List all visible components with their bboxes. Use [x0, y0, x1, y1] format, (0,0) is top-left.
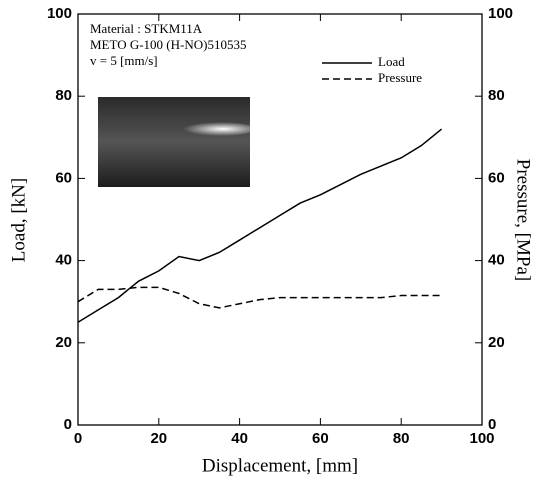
y-tick-label: 60	[55, 169, 72, 186]
y-tick-label: 0	[64, 416, 72, 433]
series-line	[77, 286, 442, 309]
plot-frame	[77, 13, 483, 426]
y-tick-label: 40	[55, 252, 72, 269]
x-tick-label: 60	[312, 430, 329, 447]
y2-tick-label: 0	[488, 416, 496, 433]
annotation: v = 5 [mm/s]	[90, 53, 158, 68]
annotation: Material : STKM11A	[90, 21, 203, 36]
y2-tick-label: 100	[488, 5, 513, 22]
specimen-photo	[98, 97, 255, 187]
y2-tick-label: 40	[488, 252, 505, 269]
x-tick-label: 20	[150, 430, 167, 447]
y2-tick-label: 80	[488, 87, 505, 104]
x-tick-label: 80	[393, 430, 410, 447]
legend-label: Pressure	[378, 70, 422, 85]
series-line	[77, 128, 443, 323]
y2-tick-label: 20	[488, 334, 505, 351]
x-tick-label: 100	[469, 430, 494, 447]
x-axis-label: Displacement, [mm]	[202, 455, 358, 476]
y-tick-label: 20	[55, 334, 72, 351]
x-tick-label: 40	[231, 430, 248, 447]
y-axis-label: Load, [kN]	[8, 178, 29, 262]
y-tick-label: 100	[47, 5, 72, 22]
y2-axis-label: Pressure, [MPa]	[513, 159, 534, 281]
y2-tick-label: 60	[488, 169, 505, 186]
annotation: METO G-100 (H-NO)510535	[90, 37, 246, 52]
legend-label: Load	[378, 54, 405, 69]
y-tick-label: 80	[55, 87, 72, 104]
x-tick-label: 0	[74, 430, 82, 447]
